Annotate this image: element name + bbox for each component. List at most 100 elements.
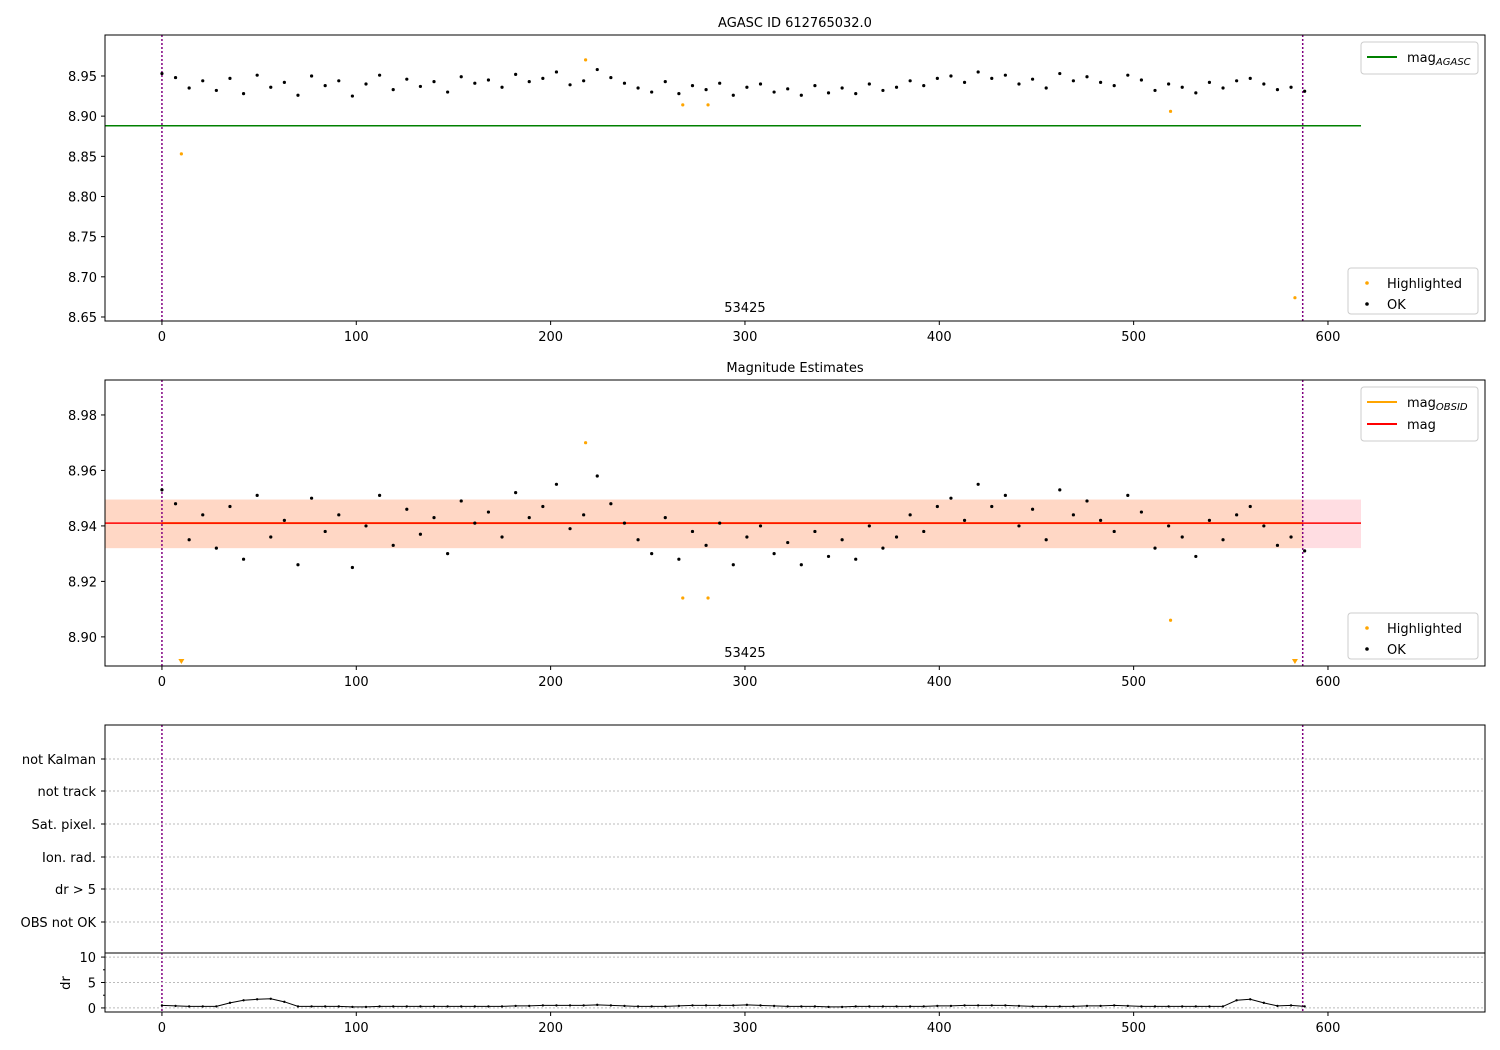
dr-point — [1031, 1005, 1034, 1008]
ok-point — [1098, 80, 1103, 84]
legend-box — [1360, 41, 1479, 75]
ok-point — [187, 538, 191, 542]
dr-point — [215, 1005, 218, 1008]
ok-point — [718, 521, 722, 525]
ok-point — [1248, 76, 1252, 80]
ok-point — [1017, 82, 1021, 86]
ok-point — [677, 92, 681, 96]
ok-point — [1044, 538, 1048, 542]
ok-point — [922, 84, 926, 88]
flag-label: not Kalman — [22, 753, 96, 768]
flag-label: OBS not OK — [21, 916, 97, 931]
axes-frame — [104, 34, 1486, 322]
dr-point — [323, 1005, 327, 1008]
dr-point — [827, 1005, 830, 1009]
legend-bottom: Highlighted OK — [1347, 267, 1479, 315]
dr-point — [487, 1005, 490, 1008]
ok-point — [323, 529, 327, 534]
legend-marker — [1365, 626, 1369, 630]
highlighted-point — [1293, 296, 1297, 300]
ok-point — [595, 474, 599, 478]
ok-point — [160, 71, 164, 76]
ok-point — [1126, 493, 1130, 497]
axes-title: Magnitude Estimates — [726, 361, 863, 376]
ok-point — [1303, 549, 1307, 553]
ok-point — [799, 563, 803, 567]
ok-point — [201, 513, 205, 517]
y-tick-label: 8.98 — [68, 409, 97, 424]
dr-point — [1276, 1004, 1279, 1008]
ok-point — [446, 552, 450, 556]
dr-point — [1126, 1004, 1130, 1008]
ok-point — [201, 79, 205, 83]
ok-point — [255, 493, 259, 497]
ok-point — [1085, 75, 1089, 79]
legend-top: magAGASC — [1360, 41, 1479, 75]
dr-point — [514, 1004, 517, 1008]
x-tick-label: 300 — [733, 675, 758, 690]
dr-point — [1085, 1004, 1089, 1008]
x-tick-label: 200 — [538, 1021, 563, 1036]
ok-point — [813, 84, 817, 88]
dr-point — [541, 1004, 545, 1007]
ok-point — [990, 76, 994, 80]
dr-point — [242, 999, 245, 1002]
dr-point — [936, 1004, 939, 1008]
ok-point — [432, 515, 436, 520]
dr-point — [255, 998, 259, 1001]
dr-point — [1153, 1005, 1157, 1008]
ok-point — [908, 79, 912, 83]
legend-label: OK — [1387, 298, 1406, 313]
ok-point — [473, 521, 477, 525]
dr-point — [1044, 1005, 1048, 1008]
ok-point — [1221, 538, 1225, 542]
dr-point — [664, 1005, 667, 1008]
x-tick-label: 400 — [927, 1021, 952, 1036]
ok-point — [1207, 518, 1212, 522]
ok-point — [337, 79, 341, 83]
ok-point — [446, 90, 450, 94]
x-tick-label: 300 — [733, 330, 758, 345]
ok-point — [704, 543, 708, 547]
ok-point — [582, 79, 586, 83]
dr-point — [813, 1005, 817, 1008]
ok-point — [894, 535, 899, 539]
ok-point — [1289, 85, 1293, 89]
y-tick-label: 8.95 — [68, 70, 97, 85]
ok-point — [745, 535, 749, 539]
ok-point — [718, 81, 722, 85]
ok-point — [690, 529, 695, 534]
ok-point — [663, 79, 667, 84]
ok-point — [731, 93, 735, 97]
y-tick-label: 8.75 — [68, 231, 97, 246]
ok-point — [500, 85, 504, 89]
ok-point — [772, 552, 776, 556]
ok-point — [527, 79, 531, 84]
ok-point — [690, 84, 695, 88]
ok-point — [309, 74, 314, 78]
legend-subscript: OBSID — [1436, 402, 1468, 413]
dr-point — [160, 1004, 164, 1007]
x-tick-label: 0 — [158, 675, 166, 690]
dr-point — [228, 1001, 232, 1005]
dr-point — [1004, 1004, 1007, 1007]
ok-point — [1044, 86, 1048, 90]
x-tick-label: 500 — [1121, 1021, 1146, 1036]
ok-point — [922, 529, 926, 534]
ok-point — [650, 552, 654, 556]
dr-point — [840, 1005, 844, 1009]
ok-point — [609, 502, 613, 506]
dr-point — [1017, 1004, 1021, 1008]
obsid-annotation: 53425 — [724, 301, 765, 316]
x-tick-label: 400 — [927, 675, 952, 690]
ok-point — [418, 532, 423, 536]
flag-label: not track — [37, 785, 96, 800]
x-tick-label: 600 — [1316, 330, 1341, 345]
dr-point — [1113, 1004, 1116, 1007]
ok-point — [677, 557, 681, 561]
ok-point — [486, 78, 491, 82]
flag-label: dr > 5 — [55, 883, 96, 898]
legend-box — [1347, 612, 1479, 660]
legend-box — [1347, 267, 1479, 315]
